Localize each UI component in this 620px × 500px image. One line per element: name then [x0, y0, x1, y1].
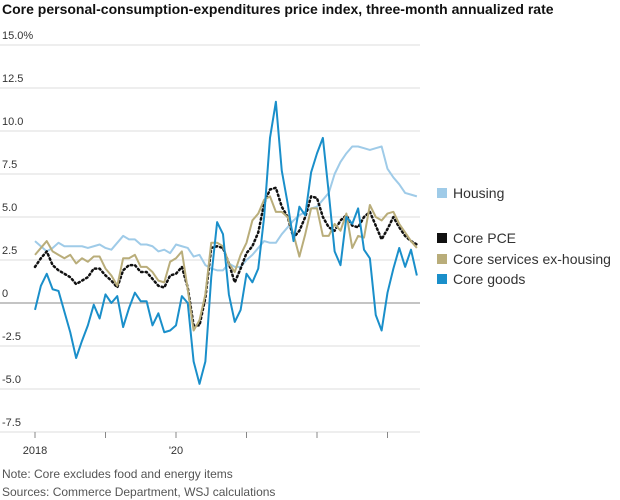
y-tick-label: 2.5	[2, 245, 17, 257]
x-tick-label: 2018	[23, 445, 47, 457]
y-tick-label: -7.5	[2, 417, 21, 429]
y-tick-label: 12.5	[2, 73, 23, 85]
y-tick-label: -5.0	[2, 374, 21, 386]
series-line	[34, 100, 418, 385]
legend-swatch	[437, 254, 447, 264]
y-tick-label: 15.0%	[2, 30, 33, 42]
legend-swatch	[437, 233, 447, 243]
legend-label: Core services ex-housing	[453, 251, 611, 267]
y-tick-label: 5.0	[2, 202, 17, 214]
series-line	[34, 145, 418, 272]
note: Note: Core excludes food and energy item…	[2, 467, 233, 481]
y-tick-label: -2.5	[2, 331, 21, 343]
y-tick-label: 7.5	[2, 159, 17, 171]
legend-label: Core PCE	[453, 230, 516, 246]
legend-label: Housing	[453, 185, 504, 201]
y-tick-label: 0	[2, 288, 8, 300]
legend-label: Core goods	[453, 271, 525, 287]
y-tick-label: 10.0	[2, 116, 23, 128]
x-tick-label: '20	[169, 445, 183, 457]
legend-swatch	[437, 274, 447, 284]
legend-swatch	[437, 188, 447, 198]
source: Sources: Commerce Department, WSJ calcul…	[2, 485, 275, 499]
chart-title: Core personal-consumption-expenditures p…	[2, 1, 554, 17]
